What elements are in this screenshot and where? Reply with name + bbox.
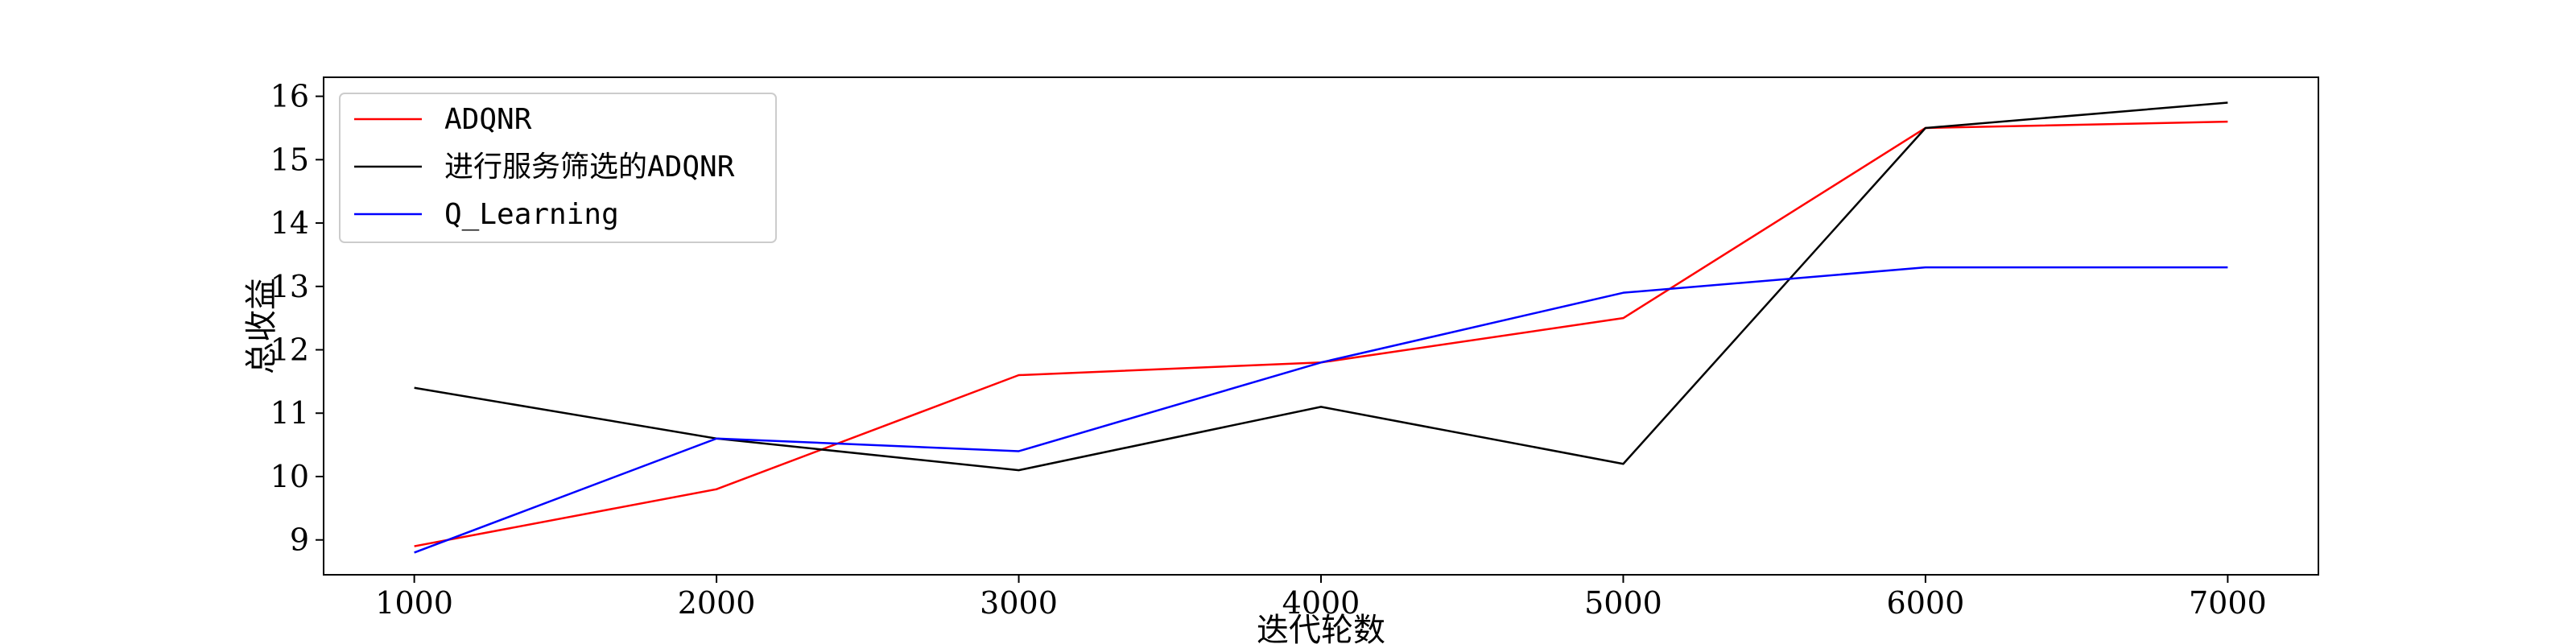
x-tick-label: 2000 <box>678 585 756 621</box>
y-tick-label: 11 <box>270 395 309 431</box>
y-tick-label: 13 <box>270 269 309 304</box>
y-tick-label: 14 <box>270 205 309 241</box>
legend-label: 进行服务筛选的ADQNR <box>444 151 735 184</box>
series-line-3 <box>414 266 2228 554</box>
y-tick-label: 9 <box>290 522 309 558</box>
x-tick-label: 3000 <box>980 585 1058 621</box>
y-axis-ticks: 9 10 11 12 13 14 15 16 <box>270 79 324 558</box>
series-lines <box>414 101 2228 554</box>
x-tick-label: 6000 <box>1887 585 1965 621</box>
legend-label: ADQNR <box>444 103 532 136</box>
legend-frame <box>339 93 777 243</box>
y-tick-label: 15 <box>270 142 309 177</box>
x-axis-ticks: 1000 2000 3000 4000 5000 6000 7000 <box>375 575 2267 621</box>
x-axis-label: 迭代轮数 <box>1257 612 1385 644</box>
y-tick-label: 16 <box>270 79 309 114</box>
x-tick-label: 5000 <box>1584 585 1662 621</box>
y-tick-label: 12 <box>270 332 309 368</box>
x-tick-label: 1000 <box>375 585 453 621</box>
legend: ADQNR 进行服务筛选的ADQNR Q_Learning <box>339 93 777 243</box>
y-tick-label: 10 <box>270 459 309 494</box>
legend-items: ADQNR 进行服务筛选的ADQNR Q_Learning <box>354 103 735 231</box>
legend-label: Q_Learning <box>444 198 619 231</box>
x-tick-label: 7000 <box>2189 585 2267 621</box>
x-tick-label: 4000 <box>1282 585 1360 621</box>
y-axis-label: 总收益 <box>243 278 280 374</box>
